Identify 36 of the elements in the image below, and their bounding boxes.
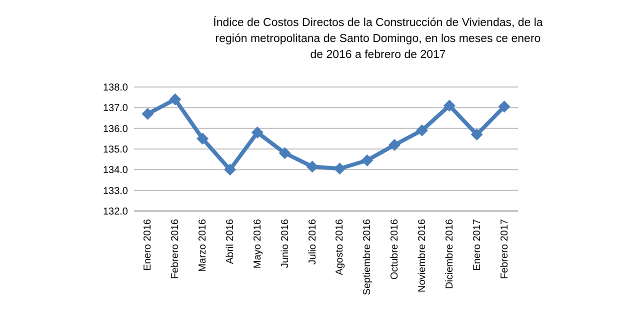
chart-title: Índice de Costos Directos de la Construcción de Viviendas, de la región metropolitana de Santo Domingo, en los meses ce enero de 2016 a febrero de 2017: [213, 16, 544, 61]
x-tick-label: Abril 2016: [225, 218, 236, 264]
point: [196, 132, 209, 145]
point: [278, 147, 291, 160]
y-tick-label: 135.0: [102, 144, 128, 156]
x-tick-label: Octubre 2016: [390, 218, 401, 280]
x-tick-label: Agosto 2016: [334, 218, 346, 276]
y-tick-label: 137.0: [102, 103, 128, 114]
point: [498, 100, 510, 113]
x-tick-label: Julio 2016: [307, 218, 318, 265]
point: [443, 100, 456, 112]
x-tick-label: Mayo 2016: [252, 218, 264, 268]
x-tick-label: Marzo 2016: [198, 218, 209, 272]
x-tick-label: Enero 2016: [142, 218, 154, 271]
x-tick-label: Febrero 2017: [499, 218, 510, 280]
x-tick-label: Junio 2016: [280, 218, 291, 268]
point: [388, 138, 401, 151]
y-tick-label: 133.0: [102, 186, 128, 197]
point: [416, 124, 428, 136]
point: [334, 162, 346, 175]
y-tick-label: 136.0: [102, 124, 128, 135]
point: [470, 128, 483, 141]
point: [142, 108, 154, 120]
point: [169, 93, 182, 106]
point: [306, 160, 318, 173]
point: [361, 154, 374, 166]
x-tick-label: Noviembre 2016: [417, 218, 428, 292]
y-tick-label: 138.0: [102, 82, 128, 94]
y-tick-label: 134.0: [102, 165, 128, 176]
y-tick-label: 132.0: [102, 206, 128, 218]
x-tick-label: Septiembre 2016: [362, 218, 374, 296]
x-tick-label: Enero 2017: [472, 218, 483, 271]
point: [251, 126, 264, 138]
point: [224, 164, 236, 176]
x-tick-label: Febrero 2016: [170, 218, 182, 280]
x-tick-label: Diciembre 2016: [444, 218, 456, 290]
